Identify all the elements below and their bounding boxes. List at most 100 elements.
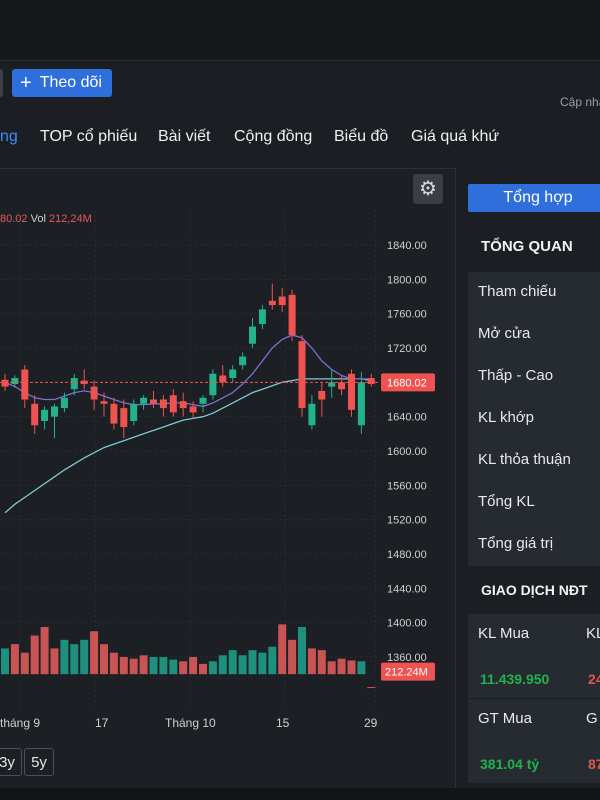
volume-bar [60, 639, 69, 675]
volume-bar [307, 648, 316, 675]
candle-body [348, 373, 355, 410]
volume-bar [139, 655, 148, 675]
candle-body [140, 397, 148, 404]
y-tick-label: 1360.00 [387, 652, 427, 664]
volume-bar [298, 626, 306, 675]
volume-bar [208, 661, 217, 675]
volume-bar [149, 657, 158, 675]
volume-bar [268, 646, 277, 675]
y-tick-label: 1440.00 [387, 583, 427, 595]
candle-body [100, 401, 108, 404]
candle-body [11, 378, 19, 385]
volume-bar [109, 652, 118, 675]
range-5y-button[interactable]: 5y [24, 748, 54, 776]
y-tick-label: 1600.00 [387, 446, 427, 458]
volume-bar [40, 626, 49, 675]
candle-body [199, 397, 207, 404]
foreign-buy-value-value: 381.04 tỷ [480, 756, 540, 772]
tab-community[interactable]: Cộng đồng [234, 128, 313, 145]
candle-body [130, 403, 138, 421]
current-price-tag-label: 1680.02 [387, 377, 427, 389]
overview-row-total-volume: Tổng KL [468, 482, 600, 525]
foreign-sell-volume-value: 24 [588, 671, 600, 687]
volume-bar [228, 650, 237, 675]
candle-body [70, 378, 78, 390]
volume-bar [258, 652, 267, 675]
gear-icon[interactable]: ⚙ [413, 174, 443, 204]
candle-body [41, 409, 49, 421]
legend-vol-label: Vol [30, 213, 46, 225]
foreign-trading-title: GIAO DỊCH NĐT [481, 582, 588, 598]
tab-top-stocks[interactable]: TOP cổ phiếu [40, 128, 138, 145]
row-label: KL Mua [478, 625, 530, 642]
volume-bar [357, 661, 366, 675]
volume-bar [159, 657, 168, 675]
range-3y-button[interactable]: 3y [0, 748, 22, 776]
legend-vol-value: 212,24M [48, 213, 92, 225]
candle-body [288, 294, 296, 336]
volume-bar [288, 639, 297, 675]
foreign-sell-value-value: 87 [588, 756, 600, 772]
tab-summary[interactable]: Tổng hợp [468, 184, 600, 212]
volume-bar [129, 658, 138, 675]
candle-body [219, 375, 227, 383]
volume-bar [10, 644, 19, 675]
x-tick-label: Tháng 10 [165, 716, 216, 730]
volume-bar [199, 663, 207, 675]
price-chart[interactable]: 1840.001800.001760.001720.001680.001640.… [0, 200, 455, 740]
chart-legend: 80.02 Vol 212,24M [0, 213, 92, 225]
x-tick-label: 29 [364, 716, 378, 730]
candle-body [249, 326, 256, 344]
volume-bar [20, 652, 29, 675]
candle-body [90, 386, 98, 400]
foreign-row-buy-value: GT Mua G [468, 699, 600, 784]
row-label: Tham chiếu [478, 283, 557, 300]
volume-bar [278, 624, 287, 675]
follow-button-label: Theo dõi [39, 74, 102, 91]
volume-bar [189, 657, 198, 675]
volume-bar [70, 644, 79, 675]
tab-price-history[interactable]: Giá quá khứ [411, 128, 500, 145]
row-label: Mở cửa [478, 325, 531, 342]
candle-body [338, 382, 346, 390]
updated-label: Cập nhật [560, 95, 600, 109]
candle-body [258, 309, 266, 324]
volume-bar [30, 635, 39, 675]
volume-bar [179, 661, 188, 675]
y-tick-label: 1640.00 [387, 412, 427, 424]
candle-body [51, 406, 58, 417]
candle-body [357, 382, 365, 426]
volume-bar [327, 661, 336, 675]
overview-title: TỔNG QUAN [481, 238, 573, 255]
candle-body [60, 397, 68, 409]
overview-row-total-value: Tổng giá trị [468, 524, 600, 567]
ma-short-line [4, 334, 372, 408]
follow-button[interactable]: + Theo dõi [12, 69, 112, 97]
x-tick-label: 17 [95, 716, 109, 730]
y-tick-label: 1560.00 [387, 480, 427, 492]
bottom-strip [0, 788, 600, 800]
tab-charts[interactable]: Biểu đồ [334, 128, 389, 145]
x-tick-label: 15 [276, 716, 290, 730]
candle-body [21, 369, 29, 400]
volume-bar [90, 631, 99, 675]
candle-body [1, 379, 9, 387]
candle-body [367, 378, 375, 385]
volume-bar [50, 648, 59, 675]
y-tick-label: 1760.00 [387, 309, 427, 321]
tab-articles[interactable]: Bài viết [158, 128, 211, 145]
candle-body [298, 341, 306, 409]
volume-bar [337, 658, 346, 675]
candle-body [268, 300, 276, 306]
candle-body [120, 408, 128, 427]
row-label: Tổng giá trị [478, 535, 554, 552]
tab-overview[interactable]: ng [0, 128, 18, 145]
volume-tag [381, 662, 435, 681]
y-tick-label: 1400.00 [387, 618, 427, 630]
truncated-button[interactable] [0, 69, 3, 97]
ma-long-line [4, 378, 372, 514]
foreign-row-buy-volume: KL Mua KL [468, 614, 600, 699]
candle-body [31, 403, 39, 426]
row-label: KL thỏa thuận [478, 451, 571, 468]
volume-bar [367, 687, 376, 689]
